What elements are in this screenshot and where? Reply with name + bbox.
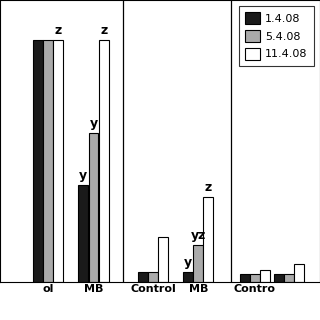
Text: z: z (205, 181, 212, 194)
Bar (204, 197, 213, 282)
Legend: 1.4.08, 5.4.08, 11.4.08: 1.4.08, 5.4.08, 11.4.08 (239, 5, 315, 66)
Text: z: z (100, 24, 107, 37)
Text: y: y (184, 256, 192, 269)
Text: y: y (79, 169, 87, 182)
Bar (274, 274, 284, 282)
Bar (183, 272, 193, 282)
Bar (53, 40, 63, 282)
Bar (250, 274, 260, 282)
Bar (240, 274, 250, 282)
Bar (99, 40, 108, 282)
Text: z: z (55, 24, 62, 37)
Bar (294, 264, 304, 282)
Bar (260, 270, 270, 282)
Bar (193, 245, 203, 282)
Bar (43, 40, 53, 282)
Text: y: y (89, 116, 98, 130)
Bar (89, 133, 98, 282)
Bar (158, 237, 168, 282)
Bar (78, 185, 88, 282)
Bar (284, 274, 294, 282)
Bar (138, 272, 148, 282)
Bar (148, 272, 158, 282)
Text: yz: yz (190, 229, 206, 242)
Bar (33, 40, 43, 282)
